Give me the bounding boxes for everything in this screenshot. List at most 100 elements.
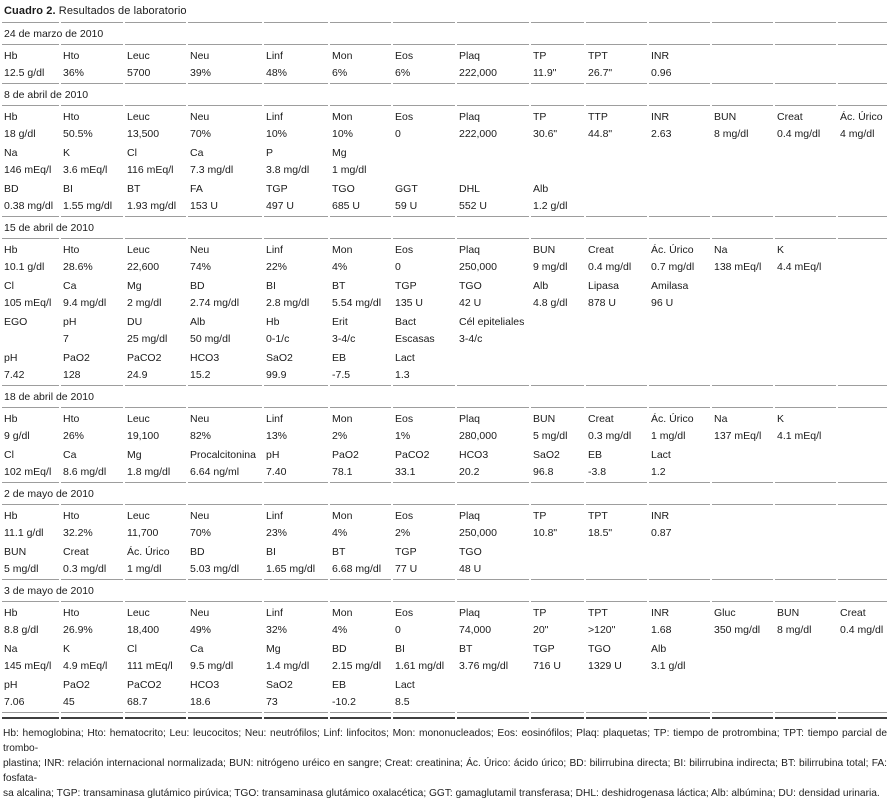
lab-value-cell xyxy=(457,161,529,178)
lab-label-cell: Creat xyxy=(840,606,866,619)
lab-label-cell: Leuc xyxy=(127,606,150,619)
lab-label-cell: Creat xyxy=(63,545,89,558)
lab-label-cell xyxy=(586,311,647,330)
lab-value-cell xyxy=(775,524,836,541)
table-bottom-rule-cell xyxy=(330,713,391,719)
lab-label-cell xyxy=(838,178,887,197)
lab-value-cell: 2% xyxy=(332,429,348,442)
date-row-cell xyxy=(838,483,887,505)
lab-label-cell: Hb xyxy=(4,243,18,256)
lab-label-cell: Hb xyxy=(4,110,18,123)
lab-value-cell: 18.5" xyxy=(588,526,613,539)
lab-label-cell xyxy=(586,178,647,197)
date-row-cell xyxy=(712,22,773,45)
lab-value-cell: 1.8 mg/dl xyxy=(125,463,186,483)
lab-value-cell: 50.5% xyxy=(63,127,93,140)
lab-value-cell: 3.76 mg/dl xyxy=(459,659,509,672)
lab-label-cell: Hto xyxy=(63,49,80,62)
lab-label-cell xyxy=(775,311,836,330)
lab-label-cell xyxy=(649,311,710,330)
lab-value-cell: 10.1 g/dl xyxy=(4,260,45,273)
lab-value-cell: 4.1 mEq/l xyxy=(777,429,822,442)
lab-value-cell xyxy=(838,560,887,580)
lab-label-cell xyxy=(712,275,773,294)
lab-label-cell: Na xyxy=(4,146,18,159)
lab-label-cell xyxy=(838,408,887,427)
lab-label-cell: Alb xyxy=(533,182,549,195)
lab-value-cell xyxy=(712,560,773,580)
lab-value-cell: 48% xyxy=(264,64,328,84)
lab-label-cell: Plaq xyxy=(459,606,481,619)
lab-label-cell xyxy=(775,275,836,294)
lab-label-cell xyxy=(457,674,529,693)
lab-label-cell: TGP xyxy=(395,279,417,292)
lab-value-cell: 18 g/dl xyxy=(4,127,36,140)
lab-label-cell: Hto xyxy=(63,606,80,619)
lab-label-cell xyxy=(775,347,836,366)
lab-label-cell: TP xyxy=(533,606,547,619)
lab-value-cell: 1.2 xyxy=(649,463,710,483)
lab-label-cell xyxy=(775,541,836,560)
table-bottom-rule-cell xyxy=(125,713,186,719)
date-row-cell xyxy=(457,217,529,239)
lab-value-cell: 32% xyxy=(266,623,288,636)
date-row-cell xyxy=(531,580,584,602)
lab-value-cell: 42 U xyxy=(459,296,482,309)
lab-label-cell: PaCO2 xyxy=(127,351,162,364)
lab-value-cell xyxy=(586,366,647,386)
lab-label-cell: BI xyxy=(63,182,73,195)
lab-label-cell xyxy=(775,444,836,463)
lab-label-cell: Hb xyxy=(4,509,18,522)
lab-value-cell xyxy=(531,560,584,580)
lab-label-cell: Alb xyxy=(190,315,206,328)
lab-value-cell: 153 U xyxy=(188,197,262,217)
lab-label-cell: Eos xyxy=(395,606,414,619)
table-title: Cuadro 2. Resultados de laboratorio xyxy=(0,0,889,22)
date-row-cell xyxy=(649,580,710,602)
table-bottom-rule-cell xyxy=(531,713,584,719)
lab-label-cell xyxy=(775,142,836,161)
lab-value-cell: 33.1 xyxy=(393,463,455,483)
lab-value-cell: 11.1 g/dl xyxy=(4,526,44,539)
date-row-cell xyxy=(649,386,710,408)
lab-label-cell: BI xyxy=(266,279,276,292)
lab-value-cell: 0 xyxy=(395,127,401,140)
lab-label-cell xyxy=(838,674,887,693)
lab-value-cell: 4 mg/dl xyxy=(840,127,875,140)
date-row-cell xyxy=(61,386,123,408)
lab-value-cell: 74% xyxy=(190,260,212,273)
table-bottom-rule-cell xyxy=(712,713,773,719)
lab-label-cell: Ca xyxy=(63,448,77,461)
lab-value-cell: 128 xyxy=(61,366,123,386)
lab-label-cell: Lipasa xyxy=(588,279,619,292)
lab-label-cell: BUN xyxy=(533,243,556,256)
date-row-cell xyxy=(61,483,123,505)
lab-label-cell xyxy=(838,45,887,64)
lab-label-cell xyxy=(531,674,584,693)
lab-label-cell xyxy=(457,347,529,366)
lab-label-cell: Ca xyxy=(63,279,77,292)
date-row-cell xyxy=(457,386,529,408)
lab-label-cell xyxy=(712,674,773,693)
lab-label-cell xyxy=(649,178,710,197)
lab-value-cell xyxy=(838,463,887,483)
lab-label-cell xyxy=(712,178,773,197)
lab-label-cell: Ác. Úrico xyxy=(651,243,694,256)
lab-value-cell xyxy=(775,161,836,178)
lab-label-cell: SaO2 xyxy=(266,678,293,691)
lab-value-cell: 8.5 xyxy=(393,693,455,713)
lab-value-cell: 30.6" xyxy=(533,127,558,140)
lab-label-cell: Mg xyxy=(332,146,347,159)
lab-label-cell: Na xyxy=(4,642,18,655)
date-row-cell xyxy=(264,84,328,106)
lab-value-cell: 2% xyxy=(395,526,411,539)
date-row-cell xyxy=(649,483,710,505)
lab-value-cell xyxy=(838,294,887,311)
lab-value-cell xyxy=(775,560,836,580)
lab-label-cell xyxy=(586,541,647,560)
lab-value-cell: 1.61 mg/dl xyxy=(395,659,445,672)
lab-value-cell: 22,600 xyxy=(127,260,160,273)
lab-value-cell: 26.9% xyxy=(63,623,93,636)
lab-label-cell: Lact xyxy=(651,448,671,461)
date-row-cell xyxy=(649,84,710,106)
